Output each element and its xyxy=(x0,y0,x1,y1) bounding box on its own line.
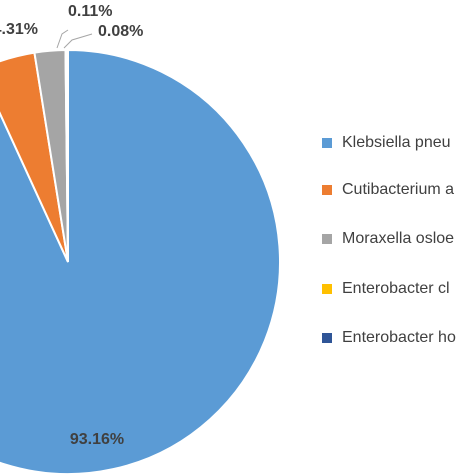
data-labels: 93.16% 4.31% 0.11% 0.08% xyxy=(0,3,143,448)
legend-swatch xyxy=(322,284,332,294)
legend: Klebsiella pneu Cutibacterium a Moraxella … xyxy=(322,134,456,346)
data-label: 0.08% xyxy=(98,23,143,40)
legend-label: Klebsiella pneu xyxy=(342,134,451,151)
leader-line xyxy=(56,29,69,49)
legend-swatch xyxy=(322,185,332,195)
pie-slice xyxy=(0,48,281,474)
pie xyxy=(0,48,281,474)
data-label: 0.11% xyxy=(68,3,112,20)
legend-label: Cutibacterium a xyxy=(342,181,454,198)
pie-slice xyxy=(65,48,69,263)
leader-line xyxy=(63,33,93,49)
legend-swatch xyxy=(322,138,332,148)
legend-label: Moraxella osloe xyxy=(342,230,454,247)
legend-label: Enterobacter cl xyxy=(342,280,450,297)
data-label: 4.31% xyxy=(0,21,38,38)
legend-label: Enterobacter ho xyxy=(342,329,456,346)
data-label: 93.16% xyxy=(70,431,124,448)
legend-swatch xyxy=(322,234,332,244)
legend-swatch xyxy=(322,333,332,343)
